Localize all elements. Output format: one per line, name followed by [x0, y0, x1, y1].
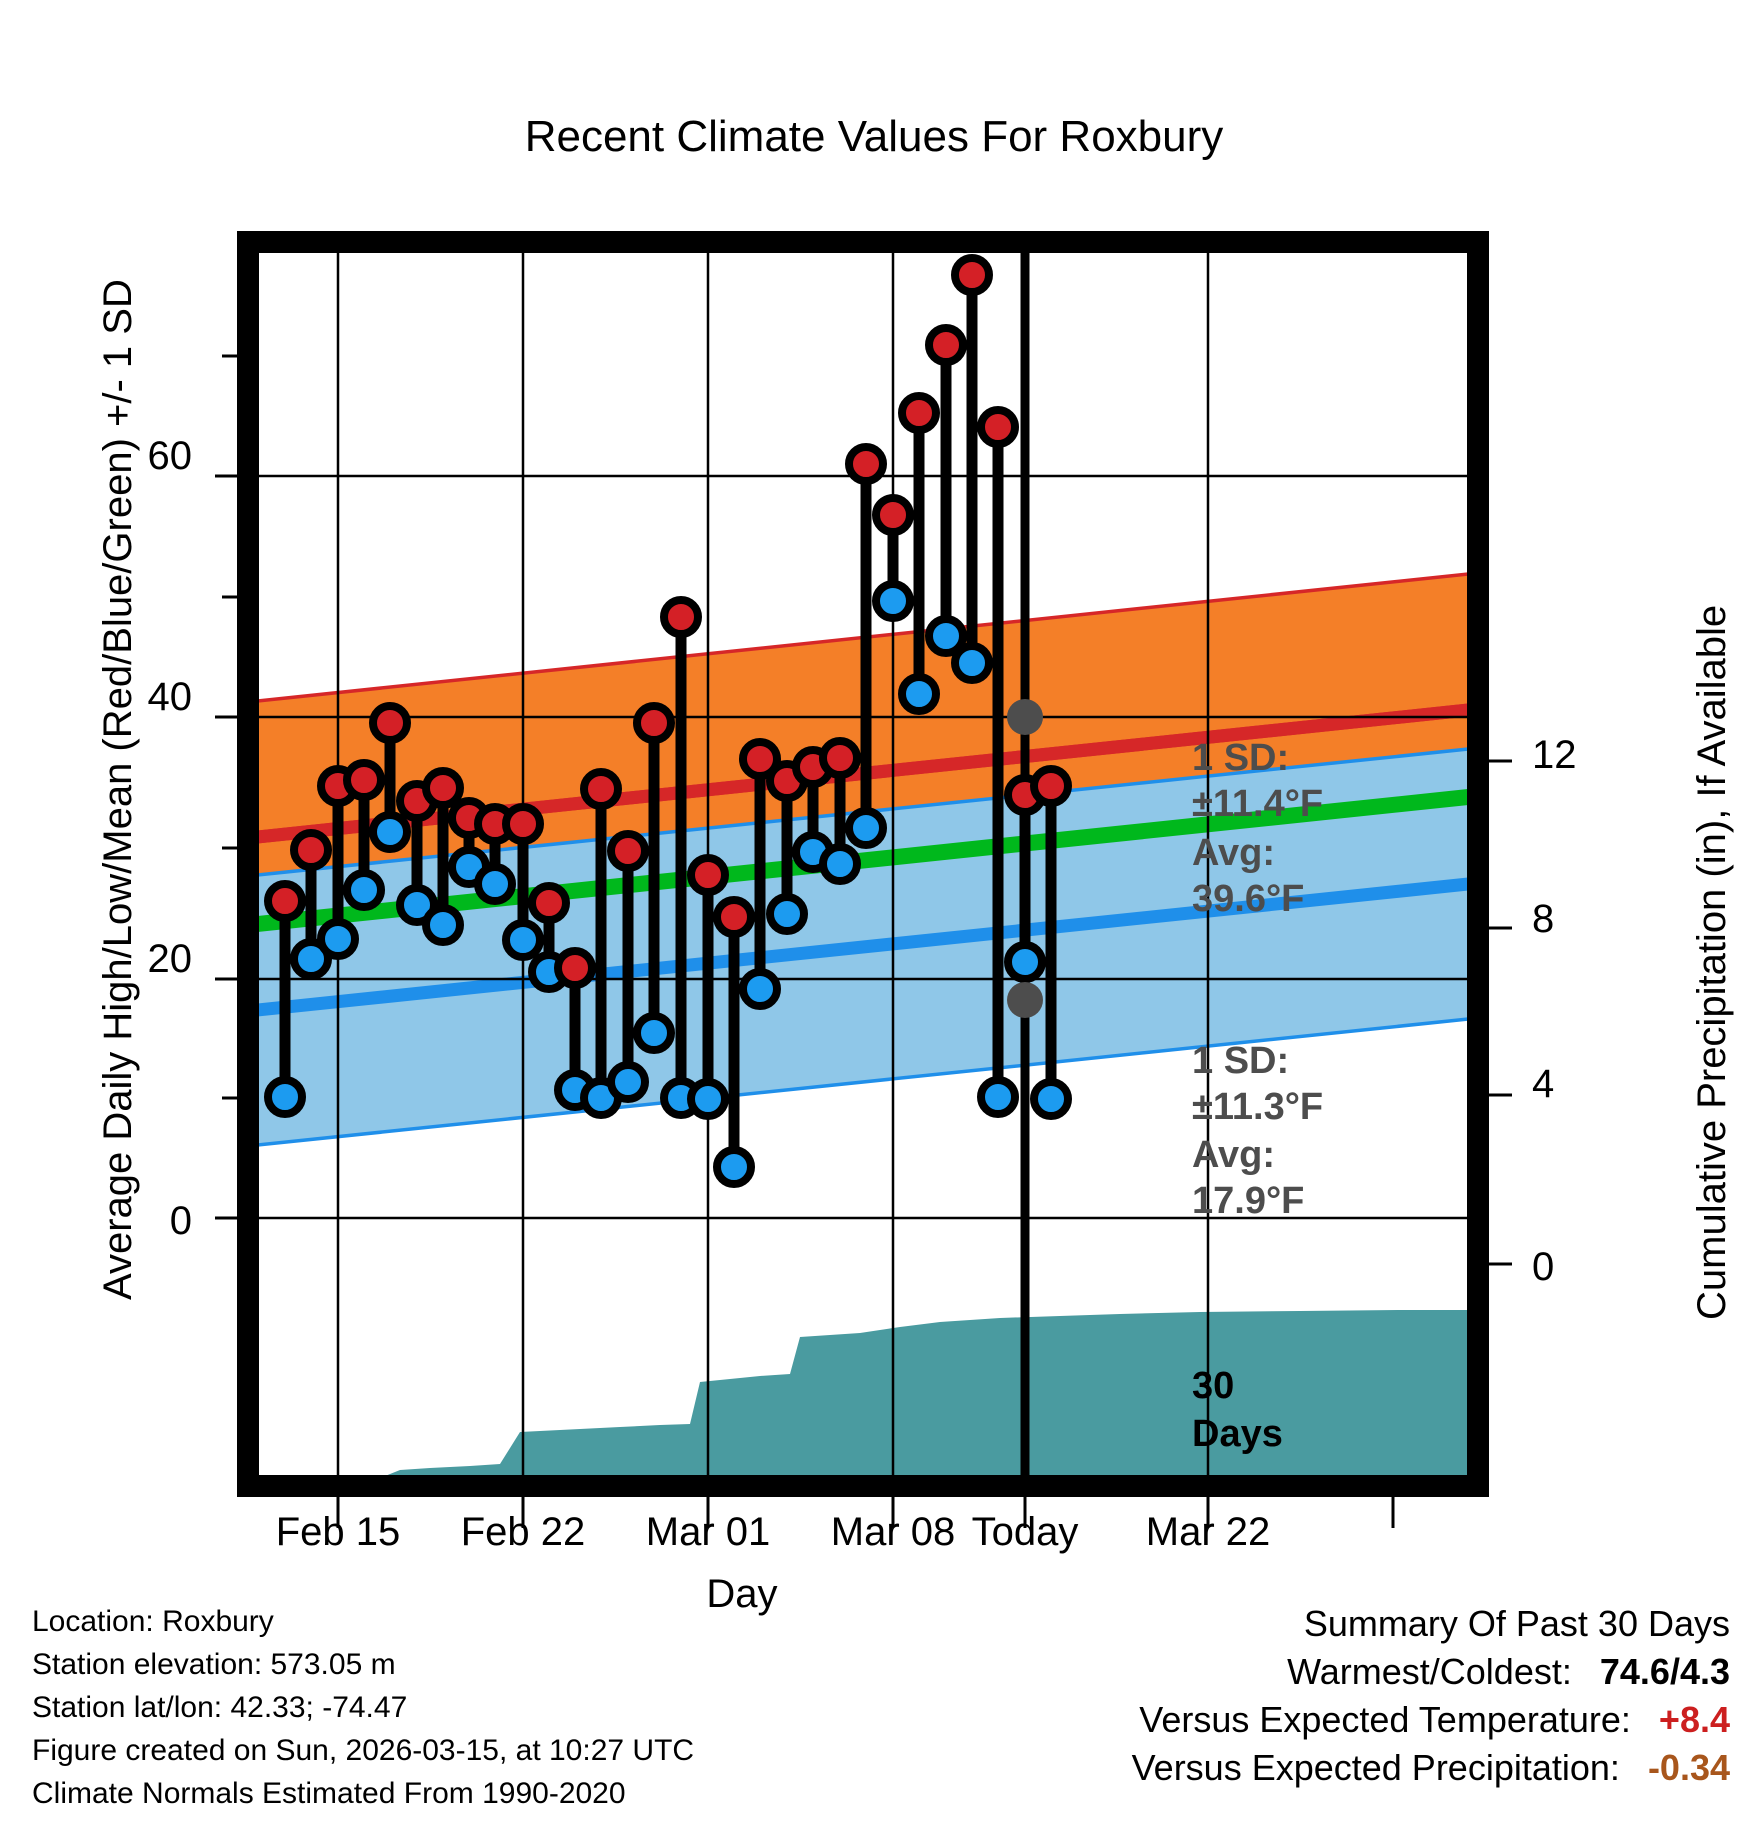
y-tick-left-60: 60: [147, 434, 193, 478]
vs-prec-label: Versus Expected Precipitation:: [1131, 1747, 1620, 1788]
plot-area: [248, 242, 1478, 1486]
high-avg-annotation: Avg: 39.6°F: [1192, 830, 1304, 922]
low-lower-edge: [248, 1016, 1478, 1148]
low-avg-value: 17.9°F: [1192, 1180, 1305, 1222]
today-high-avg-marker: [1007, 699, 1043, 735]
high-sd-label: 1 SD:: [1192, 737, 1290, 779]
vs-temp-label: Versus Expected Temperature:: [1139, 1699, 1631, 1740]
climate-normals-period: Climate Normals Estimated From 1990-2020: [32, 1777, 626, 1810]
summary-vs-precipitation: Versus Expected Precipitation: -0.34: [1132, 1744, 1730, 1792]
daily-range-markers: [264, 254, 1072, 1188]
precipitation-area: [248, 1310, 1478, 1486]
y-tick-right-8: 8: [1532, 897, 1555, 941]
high-avg-value: 39.6°F: [1192, 878, 1305, 920]
warmest-coldest-label: Warmest/Coldest:: [1287, 1651, 1572, 1692]
summary-panel: Summary Of Past 30 Days Warmest/Coldest:…: [1132, 1600, 1730, 1792]
station-elevation: Station elevation: 573.05 m: [32, 1648, 396, 1681]
figure-created: Figure created on Sun, 2026-03-15, at 10…: [32, 1734, 695, 1767]
x-axis-label: Day: [706, 1572, 778, 1616]
y-tick-right-0: 0: [1532, 1245, 1555, 1289]
station-info: Location: Roxbury Station elevation: 573…: [32, 1600, 694, 1815]
period-unit: Days: [1192, 1413, 1283, 1455]
high-avg-label: Avg:: [1192, 832, 1276, 874]
chart-title: Recent Climate Values For Roxbury: [524, 112, 1224, 161]
low-mean-line: [248, 876, 1478, 1018]
right-axis-ticks: [1488, 759, 1512, 1266]
high-sd-value: ±11.4°F: [1192, 783, 1324, 825]
y-tick-right-4: 4: [1532, 1062, 1555, 1106]
y-tick-right-12: 12: [1532, 733, 1577, 777]
summary-heading: Summary Of Past 30 Days: [1303, 1603, 1730, 1644]
today-low-avg-marker: [1007, 982, 1043, 1018]
high-sd-annotation: 1 SD: ±11.4°F: [1192, 735, 1323, 827]
period-annotation: 30 Days: [1192, 1362, 1283, 1458]
plot-frame: [237, 231, 1489, 1497]
daily-mean-line: [248, 788, 1478, 933]
station-location: Location: Roxbury: [32, 1605, 274, 1638]
left-axis-ticks: [215, 354, 240, 1220]
low-avg-annotation: Avg: 17.9°F: [1192, 1132, 1304, 1224]
period-count: 30: [1192, 1365, 1235, 1407]
summary-vs-temperature: Versus Expected Temperature: +8.4: [1132, 1696, 1730, 1744]
low-sd-label: 1 SD:: [1192, 1040, 1290, 1082]
low-sd-value: ±11.3°F: [1192, 1086, 1324, 1128]
vs-temp-value: +8.4: [1658, 1699, 1730, 1740]
summary-warmest-coldest: Warmest/Coldest: 74.6/4.3: [1132, 1648, 1730, 1696]
warmest-coldest-value: 74.6/4.3: [1599, 1651, 1730, 1692]
y-tick-left-40: 40: [147, 675, 193, 719]
y-tick-left-0: 0: [169, 1199, 192, 1243]
station-latlon: Station lat/lon: 42.33; -74.47: [32, 1691, 408, 1724]
bottom-axis-ticks: [336, 1494, 1395, 1528]
y-tick-left-20: 20: [147, 937, 193, 981]
vs-prec-value: -0.34: [1647, 1747, 1730, 1788]
low-sd-annotation: 1 SD: ±11.3°F: [1192, 1038, 1323, 1130]
low-avg-label: Avg:: [1192, 1134, 1276, 1176]
